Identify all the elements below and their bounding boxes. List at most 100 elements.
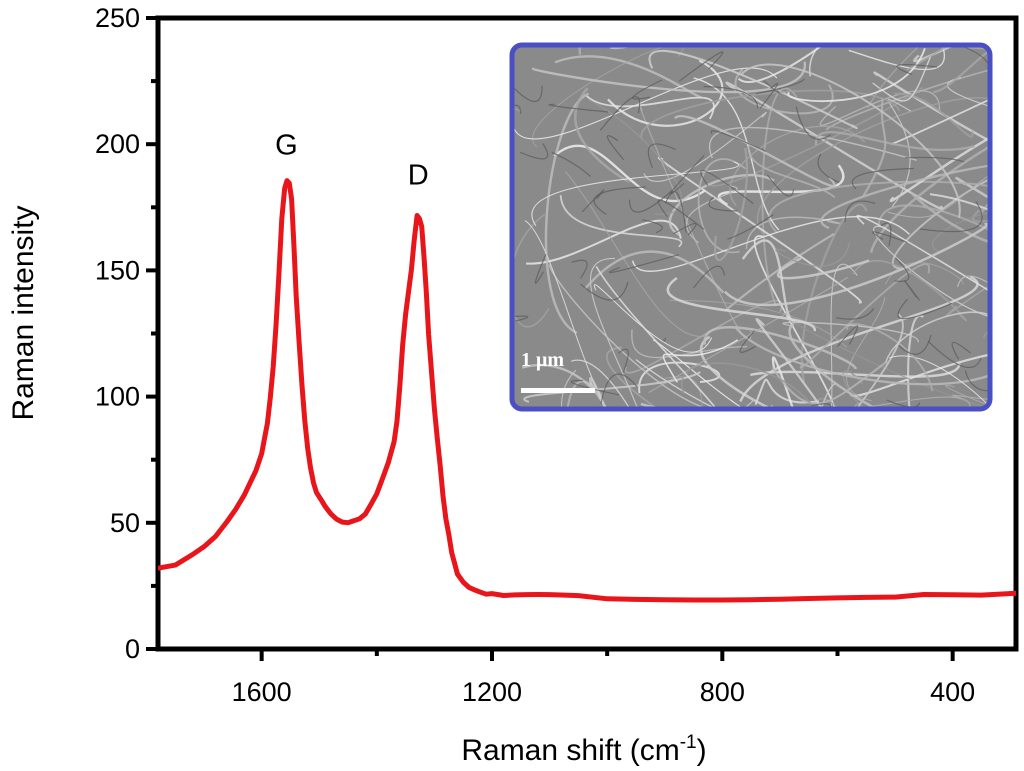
annotations: GD [275,129,429,191]
nanotube-fiber [631,215,910,272]
nanotube-fiber-shadow [593,186,646,215]
nanotube-fiber [755,317,874,409]
nanotube-fiber-shadow [708,196,738,212]
nanotube-fiber-shadow [664,190,687,233]
nanotube-fiber [643,111,767,182]
nanotube-fiber [768,180,990,234]
nanotube-fiber [747,143,836,198]
nanotube-fiber-shadow [951,342,971,360]
nanotube-fiber [776,257,870,280]
nanotube-fiber [894,92,974,138]
nanotube-fiber-shadow [844,200,876,223]
nanotube-fiber [709,86,924,187]
nanotube-fiber [808,382,837,409]
nanotube-fiber-shadow [964,370,990,392]
nanotube-fiber [648,49,858,130]
nanotube-fiber [809,45,946,77]
nanotube-fiber [846,297,886,402]
nanotube-fiber [723,223,989,306]
nanotube-fiber [788,322,990,409]
nanotube-fiber [771,356,832,409]
nanotube-fiber [648,276,848,393]
nanotube-fiber [820,162,990,230]
nanotube-fiber [867,45,990,109]
nanotube-fiber-shadow [727,214,774,240]
nanotube-fiber [873,225,990,321]
y-axis: 0 50 100 150 200 250 [95,3,158,664]
nanotube-fiber [877,204,990,232]
nanotube-fiber [697,158,747,254]
nanotube-fiber-shadow [810,403,832,409]
x-tick-label: 800 [700,677,745,707]
nanotube-fiber [739,275,979,402]
nanotube-fiber [574,87,630,183]
nanotube-fiber [570,359,686,409]
nanotube-fiber-shadow [678,51,724,82]
nanotube-fiber [668,299,847,348]
nanotube-fiber-shadow [920,201,983,233]
x-axis-title-main: Raman shift (cm [461,734,679,767]
nanotube-fiber-shadow [571,259,588,279]
nanotube-fiber [819,90,941,126]
nanotube-fiber [664,376,711,409]
nanotube-fiber [717,164,845,206]
nanotube-fiber [891,45,990,145]
x-tick-label: 1200 [462,677,522,707]
nanotube-fiber-shadow [836,325,858,348]
nanotube-fiber-shadow [628,190,673,213]
nanotube-fiber-shadow [669,155,705,195]
nanotube-fiber-shadow [606,135,625,161]
nanotube-fiber [588,98,682,215]
nanotube-fiber-shadow [880,222,892,246]
nanotube-fiber-shadow [580,281,629,301]
nanotube-fiber [609,45,824,50]
y-tick-label: 150 [95,255,140,285]
nanotube-fiber [607,59,724,127]
nanotube-fiber [761,87,798,307]
nanotube-fiber-shadow [662,337,666,342]
y-tick-label: 0 [125,634,140,664]
nanotube-fiber-shadow [608,254,680,274]
nanotube-fiber [586,95,715,120]
nanotube-fiber [593,284,713,353]
nanotube-fiber-shadow [872,231,908,243]
nanotube-fiber-shadow [599,96,641,131]
nanotube-fiber-shadow [763,80,780,94]
x-tick-label: 1600 [232,677,292,707]
nanotube-fiber [891,163,990,270]
nanotube-fiber [512,213,550,328]
nanotube-fiber-shadow [851,167,915,190]
x-axis-title-sup: -1 [680,732,697,753]
nanotube-fiber [548,264,754,409]
nanotube-fiber [725,81,944,210]
nanotube-fiber-shadow [600,373,638,404]
x-axis-title-close: ) [697,734,707,767]
nanotube-fiber-shadow [618,348,629,373]
x-axis: 1600 1200 800 400 [232,649,975,707]
series-group [158,178,1016,603]
nanotube-fiber-shadow [570,379,620,396]
nanotube-fiber [640,89,901,140]
nanotube-fiber [708,126,917,161]
nanotube-fiber-shadow [759,83,779,109]
nanotube-fiber [850,350,990,398]
nanotube-fiber [929,193,990,221]
nanotube-fiber-shadow [581,189,605,213]
nanotube-fiber-shadow [692,265,726,289]
nanotube-fiber-shadow [710,130,767,152]
sem-inset: 1 μm [509,42,993,412]
nanotube-fiber [595,265,725,409]
nanotube-fiber-shadow [703,85,759,109]
nanotube-fiber [605,346,699,409]
nanotube-fiber [782,321,920,343]
nanotube-fiber [848,45,945,71]
nanotube-fiber-shadow [898,334,932,355]
y-tick-label: 100 [95,382,140,412]
nanotube-fiber-shadow [657,199,705,230]
nanotube-fiber [887,173,990,218]
nanotube-fiber [787,48,926,102]
nanotube-fiber-shadow [835,308,875,320]
nanotube-fiber [561,380,603,409]
y-tick-label: 50 [110,508,140,538]
